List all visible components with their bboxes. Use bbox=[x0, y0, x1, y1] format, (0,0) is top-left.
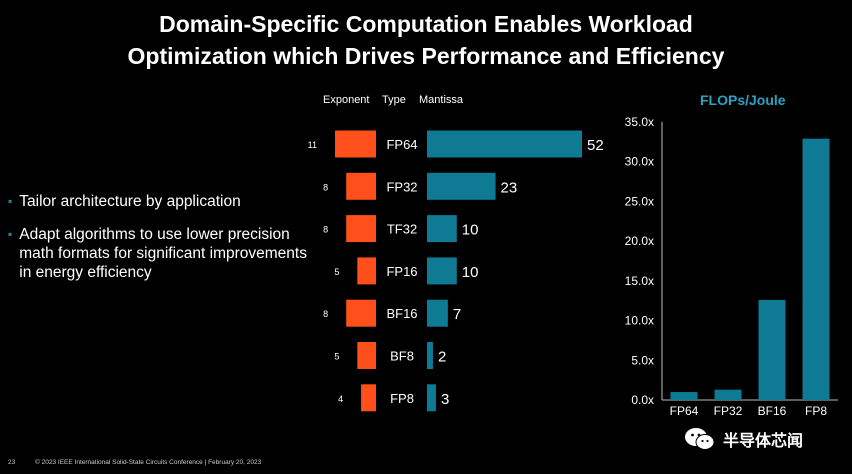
exponent-bar bbox=[357, 342, 376, 369]
wechat-logo-icon bbox=[685, 428, 715, 450]
mantissa-label: 10 bbox=[462, 264, 479, 281]
y-tick-label: 20.0x bbox=[625, 234, 654, 248]
exponent-bar bbox=[346, 299, 376, 327]
y-tick-label: 35.0x bbox=[625, 115, 654, 129]
format-type-label: FP16 bbox=[386, 264, 417, 279]
exponent-bar bbox=[361, 384, 376, 412]
format-type-label: FP8 bbox=[390, 391, 414, 406]
efficiency-chart-title: FLOPs/Joule bbox=[700, 92, 786, 108]
mantissa-label: 2 bbox=[438, 349, 446, 366]
x-tick-label: FP64 bbox=[670, 404, 699, 418]
format-type-label: BF16 bbox=[386, 306, 417, 321]
bullet-square-icon: ▪ bbox=[8, 194, 13, 208]
format-type-label: FP32 bbox=[386, 179, 417, 194]
x-tick-label: BF16 bbox=[758, 404, 787, 418]
y-tick-label: 30.0x bbox=[625, 155, 654, 169]
efficiency-bar bbox=[802, 138, 830, 400]
mantissa-label: 3 bbox=[441, 391, 449, 408]
watermark-text: 半导体芯闻 bbox=[723, 431, 804, 450]
y-tick-label: 0.0x bbox=[631, 393, 654, 407]
mantissa-label: 23 bbox=[501, 179, 518, 196]
type-header: Type bbox=[382, 94, 406, 106]
exponent-bar bbox=[346, 215, 376, 243]
bullet-text: Adapt algorithms to use lower precision … bbox=[19, 226, 307, 281]
mantissa-bar bbox=[427, 257, 457, 285]
exponent-bar bbox=[346, 172, 376, 200]
exponent-label: 5 bbox=[334, 267, 339, 277]
exponent-bar bbox=[357, 257, 376, 285]
format-type-label: BF8 bbox=[390, 349, 414, 364]
mantissa-header: Mantissa bbox=[419, 94, 464, 106]
exponent-bar bbox=[335, 130, 376, 158]
format-type-label: TF32 bbox=[387, 222, 417, 237]
exponent-label: 5 bbox=[334, 352, 339, 362]
mantissa-bar bbox=[427, 130, 582, 158]
mantissa-bar bbox=[427, 215, 457, 243]
exponent-header: Exponent bbox=[323, 94, 370, 106]
mantissa-bar bbox=[427, 342, 433, 369]
efficiency-bar bbox=[670, 392, 698, 400]
y-tick-label: 5.0x bbox=[631, 353, 654, 367]
efficiency-bar bbox=[714, 389, 742, 400]
title-line-1: Domain-Specific Computation Enables Work… bbox=[159, 11, 693, 37]
page-number: 23 bbox=[8, 459, 16, 466]
exponent-label: 8 bbox=[323, 309, 328, 319]
mantissa-bar bbox=[427, 299, 448, 327]
x-tick-label: FP8 bbox=[805, 404, 827, 418]
exponent-label: 8 bbox=[323, 225, 328, 235]
efficiency-bar bbox=[758, 299, 786, 400]
watermark: 半导体芯闻 bbox=[683, 426, 803, 452]
flops-per-joule-chart: 0.0x 5.0x 10.0x 15.0x 20.0x 25.0x 30.0x 35.0x FP… bbox=[625, 115, 838, 418]
title-line-2: Optimization which Drives Performance an… bbox=[127, 43, 725, 69]
mantissa-label: 10 bbox=[462, 222, 479, 239]
exponent-label: 4 bbox=[338, 394, 343, 404]
bullet-list: ▪ Tailor architecture by application ▪ A… bbox=[8, 192, 308, 296]
mantissa-bar bbox=[427, 172, 496, 200]
number-format-chart: 11 FP64 528 FP32 238 TF32 105 FP16 108 BF16 75 BF8 2… bbox=[308, 130, 604, 412]
y-tick-label: 10.0x bbox=[625, 314, 654, 328]
x-tick-label: FP32 bbox=[714, 404, 743, 418]
exponent-label: 8 bbox=[323, 182, 328, 192]
footer-text: © 2023 IEEE International Solid-State Ci… bbox=[35, 459, 262, 466]
bullet-square-icon: ▪ bbox=[8, 227, 13, 241]
y-tick-label: 15.0x bbox=[625, 274, 654, 288]
format-type-label: FP64 bbox=[386, 137, 417, 152]
exponent-label: 11 bbox=[308, 140, 317, 150]
slide-title: Domain-Specific Computation Enables Work… bbox=[0, 8, 852, 72]
mantissa-label: 7 bbox=[453, 306, 461, 323]
bullet-item: ▪ Tailor architecture by application bbox=[8, 192, 308, 211]
footer: 23 © 2023 IEEE International Solid-State… bbox=[8, 459, 261, 466]
y-tick-label: 25.0x bbox=[625, 194, 654, 208]
bullet-text: Tailor architecture by application bbox=[19, 193, 241, 210]
bullet-item: ▪ Adapt algorithms to use lower precisio… bbox=[8, 225, 308, 282]
mantissa-bar bbox=[427, 384, 436, 412]
mantissa-label: 52 bbox=[587, 137, 604, 154]
